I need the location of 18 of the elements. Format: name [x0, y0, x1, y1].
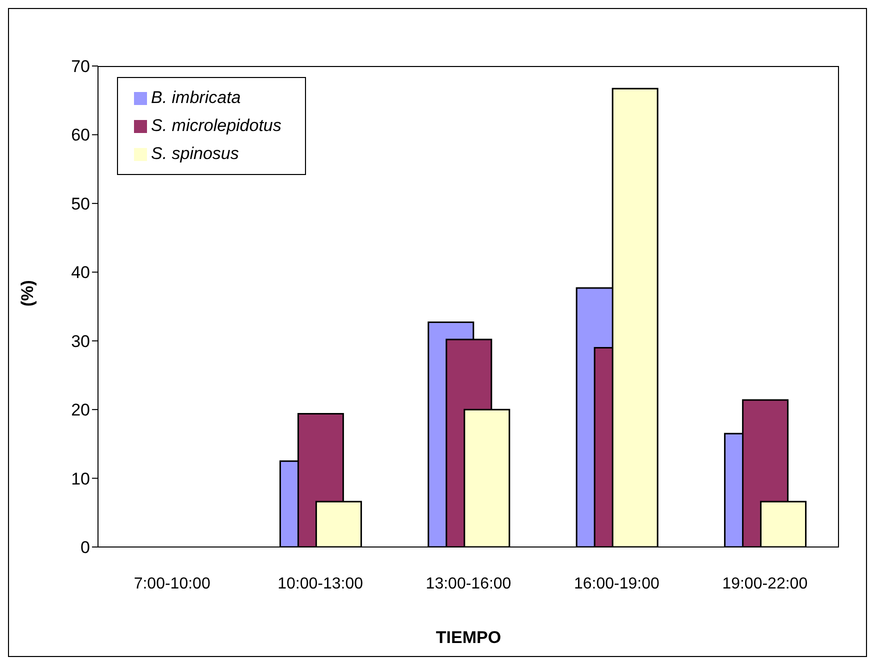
- x-tick-label: 19:00-22:00: [722, 575, 808, 592]
- x-tick-label: 10:00-13:00: [278, 575, 364, 592]
- y-tick-label: 50: [71, 194, 90, 214]
- x-axis-title: TIEMPO: [436, 628, 502, 647]
- legend-label: S. spinosus: [151, 144, 239, 163]
- x-tick-label: 16:00-19:00: [574, 575, 660, 592]
- y-tick-label: 70: [71, 57, 90, 76]
- x-tick-label: 13:00-16:00: [426, 575, 512, 592]
- y-tick-label: 0: [80, 538, 90, 558]
- y-axis-title: (%): [18, 280, 38, 306]
- legend-label: B. imbricata: [151, 88, 241, 107]
- y-tick-label: 40: [71, 263, 90, 282]
- y-tick-label: 60: [71, 126, 90, 145]
- x-tick-label: 7:00-10:00: [134, 575, 210, 592]
- y-tick-label: 20: [71, 400, 90, 420]
- y-tick-label: 30: [71, 332, 90, 351]
- legend-label: S. microlepidotus: [151, 116, 282, 135]
- y-tick-label: 10: [71, 469, 90, 488]
